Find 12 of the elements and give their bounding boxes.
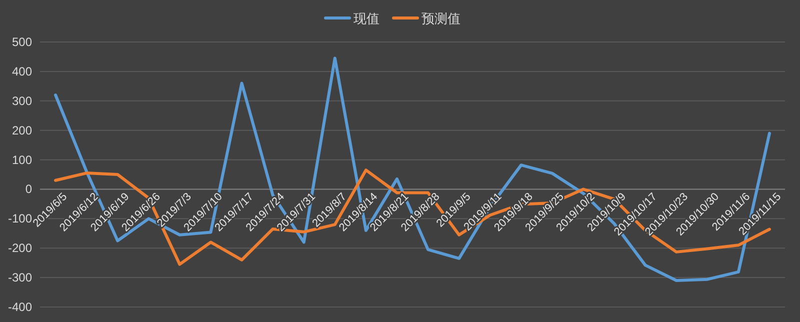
- y-tick-label: -400: [8, 300, 32, 314]
- y-tick-label: 0: [25, 182, 32, 196]
- y-tick-label: 400: [12, 64, 32, 78]
- legend-label: 现值: [354, 11, 380, 26]
- y-tick-label: -100: [8, 212, 32, 226]
- y-tick-label: -200: [8, 241, 32, 256]
- legend-label: 预测值: [422, 11, 460, 26]
- y-tick-label: 100: [12, 152, 32, 167]
- y-tick-label: 200: [12, 123, 32, 138]
- y-tick-label: 300: [12, 94, 32, 108]
- y-tick-label: 500: [12, 35, 32, 49]
- y-tick-label: -300: [8, 270, 32, 285]
